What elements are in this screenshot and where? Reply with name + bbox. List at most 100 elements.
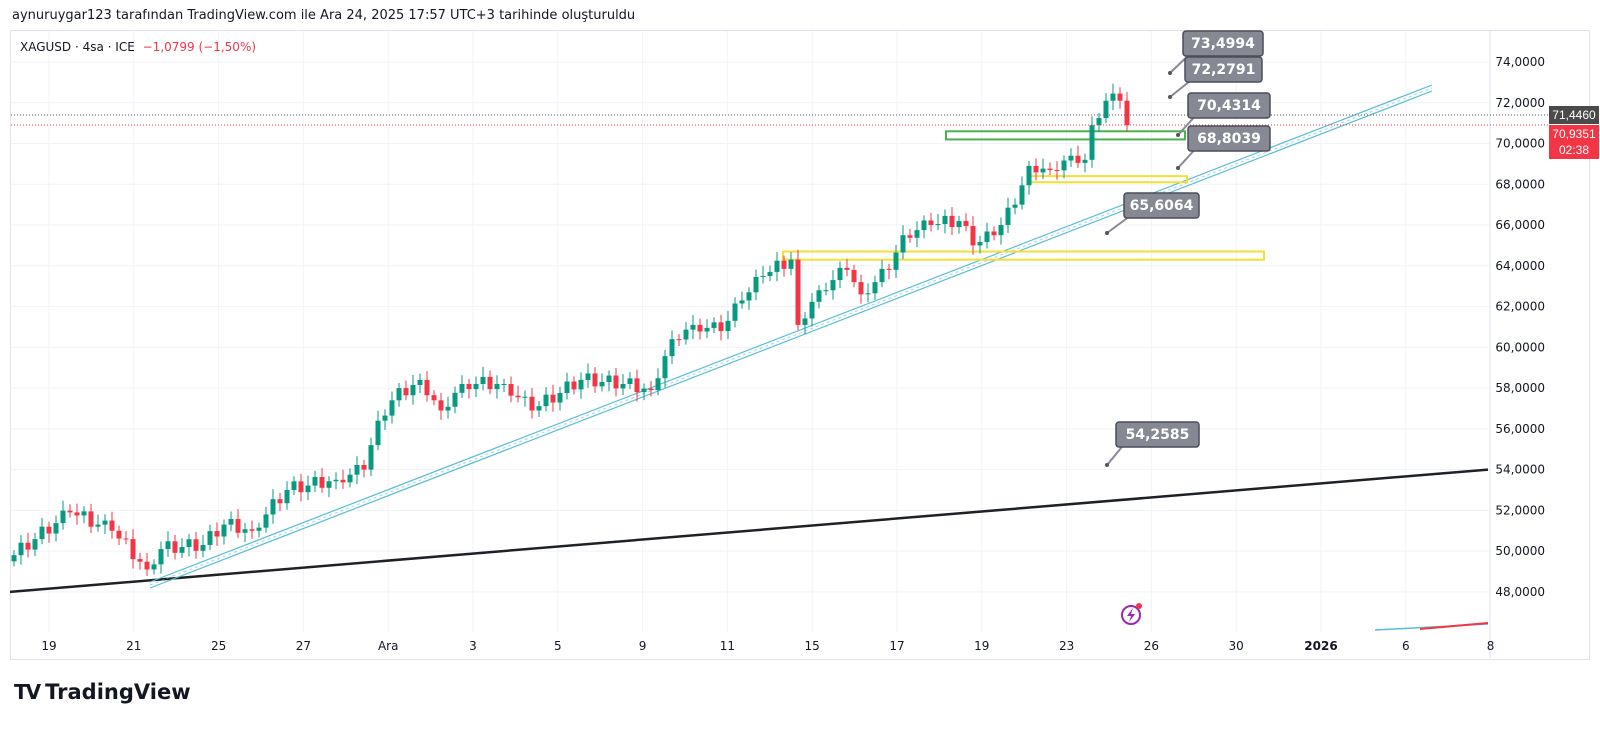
channel-line: [149, 90, 1433, 589]
candle-body: [1110, 93, 1116, 101]
prev-close-value: 71,4460: [1552, 108, 1596, 122]
channel-midline: [149, 87, 1433, 586]
candle-body: [935, 224, 941, 226]
candle-body: [858, 282, 864, 295]
candle-body: [333, 479, 339, 482]
candle-body: [207, 531, 213, 546]
chart-frame[interactable]: [10, 30, 1590, 660]
candle-body: [893, 252, 899, 270]
candle-body: [704, 327, 710, 332]
x-tick-label: Ara: [378, 639, 399, 653]
candle-body: [256, 527, 262, 531]
candle-body: [606, 375, 612, 382]
y-tick-label: 62,0000: [1495, 300, 1545, 314]
candle-body: [480, 376, 486, 385]
y-tick-label: 56,0000: [1495, 422, 1545, 436]
candle-body: [795, 259, 801, 325]
channel-line: [149, 84, 1433, 583]
support-trendline: [9, 468, 1489, 594]
candle-body: [1005, 207, 1011, 226]
x-tick-label: 30: [1229, 639, 1244, 653]
x-tick-label: 3: [469, 639, 477, 653]
candle-body: [319, 477, 325, 488]
tradingview-logo[interactable]: TV TradingView: [14, 680, 191, 704]
x-tick-label: 26: [1144, 639, 1159, 653]
callout-anchor: [1176, 166, 1180, 170]
candle-body: [123, 538, 129, 540]
candle-body: [263, 514, 269, 528]
brand-name: TradingView: [45, 680, 191, 704]
candle-body: [158, 549, 164, 565]
candle-body: [662, 356, 668, 379]
candle-body: [627, 378, 633, 385]
candle-body: [305, 485, 311, 493]
x-tick-label: 9: [639, 639, 647, 653]
logo-mark-icon: TV: [14, 680, 41, 704]
callout-anchor: [1168, 95, 1172, 99]
lightning-glyph-icon: [1127, 608, 1135, 622]
candle-body: [921, 220, 927, 231]
candle-body: [837, 267, 843, 281]
candle-body: [760, 275, 766, 278]
candle-body: [1019, 185, 1025, 205]
callout-anchor: [1105, 463, 1109, 467]
candle-body: [389, 400, 395, 416]
symbol-legend: XAGUSD · 4sa · ICE −1,0799 (−1,50%): [20, 40, 256, 54]
candle-body: [599, 381, 605, 387]
x-tick-label: 5: [554, 639, 562, 653]
candle-body: [1054, 170, 1060, 172]
price-callout-label: 68,8039: [1197, 131, 1261, 147]
candle-body: [137, 559, 143, 562]
candle-body: [515, 395, 521, 398]
candle-body: [39, 526, 45, 540]
candle-body: [529, 396, 535, 411]
candle-body: [151, 564, 157, 570]
candle-body: [1033, 165, 1039, 173]
candle-body: [270, 499, 276, 515]
candle-body: [382, 415, 388, 421]
price-change: −1,0799 (−1,50%): [142, 40, 257, 54]
candle-body: [417, 379, 423, 386]
candle-body: [1075, 155, 1081, 163]
candle-body: [816, 290, 822, 302]
price-callout: [1184, 56, 1263, 83]
candle-body: [88, 511, 94, 527]
candle-body: [1117, 93, 1123, 101]
candle-body: [753, 277, 759, 293]
candle-body: [53, 523, 59, 534]
candle-body: [452, 392, 458, 407]
candle-body: [193, 539, 199, 551]
candle-body: [767, 271, 773, 276]
candle-body: [1082, 159, 1088, 163]
candle-body: [543, 394, 549, 407]
zone-green: [945, 130, 1186, 141]
candle-body: [536, 406, 542, 411]
candle-body: [802, 318, 808, 325]
x-tick-label: 17: [889, 639, 904, 653]
candle-body: [186, 539, 192, 548]
candle-body: [11, 555, 17, 562]
candle-body: [851, 269, 857, 283]
last-price-value: 70,9351: [1552, 127, 1596, 141]
y-tick-label: 72,0000: [1495, 96, 1545, 110]
candle-body: [375, 420, 381, 446]
candle-body: [361, 465, 367, 470]
candle-body: [368, 445, 374, 470]
candle-body: [564, 381, 570, 394]
candle-body: [67, 510, 73, 513]
candle-body: [788, 259, 794, 269]
price-callout-label: 72,2791: [1192, 62, 1256, 78]
candle-body: [886, 268, 892, 270]
candle-body: [991, 231, 997, 236]
candle-body: [655, 378, 661, 391]
candle-body: [445, 406, 451, 411]
x-tick-label: 19: [974, 639, 989, 653]
zone-yellow: [782, 250, 1265, 261]
candle-body: [746, 292, 752, 301]
candle-body: [46, 526, 52, 534]
candle-body: [403, 388, 409, 396]
zone-yellow: [1029, 175, 1188, 184]
price-callout-label: 73,4994: [1191, 36, 1255, 52]
candle-body: [865, 293, 871, 295]
